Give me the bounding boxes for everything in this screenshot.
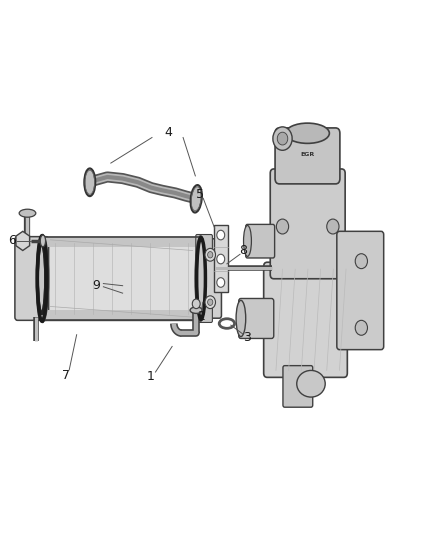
FancyBboxPatch shape — [283, 366, 313, 407]
Text: 5: 5 — [196, 188, 204, 201]
Circle shape — [217, 254, 225, 264]
Circle shape — [217, 278, 225, 287]
FancyBboxPatch shape — [239, 298, 274, 338]
Bar — [42, 310, 201, 320]
Circle shape — [205, 296, 215, 309]
FancyBboxPatch shape — [196, 235, 212, 259]
Bar — [42, 237, 201, 247]
Circle shape — [355, 254, 367, 269]
FancyBboxPatch shape — [199, 239, 222, 318]
Text: 7: 7 — [62, 369, 70, 382]
Ellipse shape — [19, 209, 36, 217]
FancyBboxPatch shape — [15, 237, 49, 320]
FancyBboxPatch shape — [337, 231, 384, 350]
Text: 3: 3 — [243, 332, 251, 344]
Circle shape — [205, 248, 215, 261]
Ellipse shape — [36, 235, 49, 322]
Circle shape — [208, 299, 213, 305]
Circle shape — [273, 127, 292, 150]
Ellipse shape — [195, 236, 206, 321]
Circle shape — [192, 299, 200, 309]
Ellipse shape — [244, 225, 251, 256]
Text: 2: 2 — [197, 310, 205, 322]
Ellipse shape — [84, 168, 95, 196]
Ellipse shape — [190, 307, 202, 313]
Text: 1: 1 — [147, 370, 155, 383]
FancyBboxPatch shape — [196, 301, 212, 322]
Circle shape — [327, 219, 339, 234]
FancyBboxPatch shape — [246, 224, 275, 258]
Text: 9: 9 — [92, 279, 100, 292]
Bar — [214, 225, 228, 292]
Bar — [42, 237, 201, 320]
Circle shape — [217, 230, 225, 240]
Circle shape — [355, 320, 367, 335]
Ellipse shape — [191, 185, 202, 213]
FancyBboxPatch shape — [270, 169, 345, 279]
Text: 6: 6 — [8, 235, 16, 247]
Text: 4: 4 — [164, 126, 172, 139]
Circle shape — [208, 252, 213, 258]
FancyBboxPatch shape — [275, 128, 340, 184]
Ellipse shape — [297, 370, 325, 397]
Circle shape — [277, 132, 288, 145]
Circle shape — [276, 219, 289, 234]
Ellipse shape — [236, 301, 246, 337]
FancyBboxPatch shape — [264, 262, 347, 377]
Ellipse shape — [40, 235, 46, 247]
Bar — [42, 237, 201, 320]
Text: EGR: EGR — [300, 152, 314, 157]
Text: 8: 8 — [240, 244, 247, 257]
Ellipse shape — [286, 123, 329, 143]
